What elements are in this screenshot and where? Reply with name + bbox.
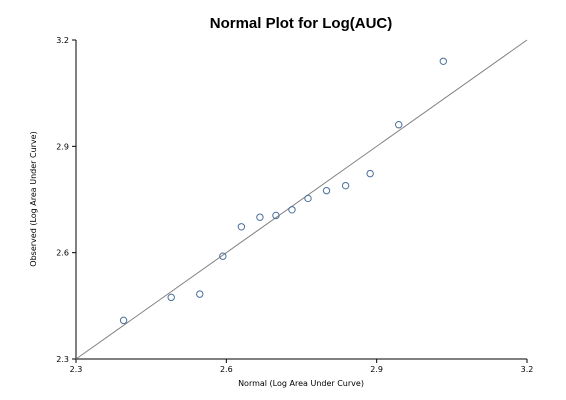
data-point [439,57,448,65]
data-points [119,57,448,325]
data-point [167,293,175,302]
data-point [237,223,246,231]
data-point [304,194,312,203]
data-point [341,181,350,190]
y-tick-group: 2.3 2.6 2.9 3.2 [56,36,76,364]
y-tick-label: 2.9 [56,142,69,151]
x-axis-label: Normal (Log Area Under Curve) [238,379,364,388]
x-tick-group: 2.3 2.6 2.9 3.2 [70,359,534,374]
data-point [119,316,128,325]
y-tick-label: 3.2 [56,36,69,45]
x-tick-label: 2.3 [70,365,83,374]
data-point [322,186,331,195]
data-point [256,213,264,221]
y-tick-label: 2.3 [56,355,69,364]
data-point [196,290,204,298]
data-point [219,252,227,260]
chart-title: Normal Plot for Log(AUC) [210,15,392,32]
data-point [288,206,296,214]
x-tick-label: 2.9 [370,365,383,374]
x-tick-label: 3.2 [521,365,534,374]
data-point [395,121,403,129]
data-point [272,211,280,220]
reference-line [75,39,528,360]
data-point [366,169,374,178]
y-axis-label: Observed (Log Area Under Curve) [29,131,38,266]
x-tick-label: 2.6 [220,365,233,374]
y-tick-label: 2.6 [56,249,69,258]
